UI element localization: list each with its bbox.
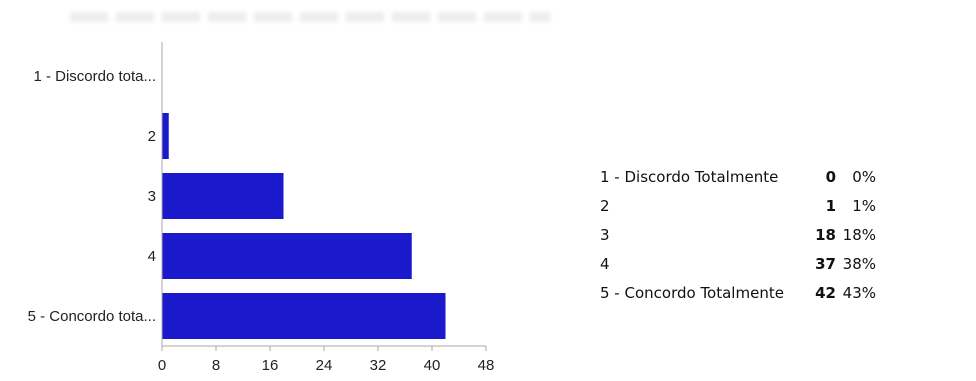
summary-row: 5 - Concordo Totalmente 42 43% xyxy=(600,279,876,308)
summary-label: 1 - Discordo Totalmente xyxy=(600,168,779,186)
summary-percent: 43% xyxy=(842,284,876,302)
summary-label: 4 xyxy=(600,255,610,273)
category-label: 4 xyxy=(148,248,156,265)
x-tick-label: 48 xyxy=(478,357,495,374)
summary-label: 3 xyxy=(600,226,610,244)
summary-percent: 38% xyxy=(842,255,876,273)
category-label: 1 - Discordo tota... xyxy=(33,68,156,85)
summary-row: 1 - Discordo Totalmente 0 0% xyxy=(600,163,876,192)
category-label: 2 xyxy=(148,128,156,145)
bar xyxy=(162,233,412,279)
summary-row: 4 37 38% xyxy=(600,250,876,279)
summary-count: 0 xyxy=(825,168,836,186)
summary-percent: 0% xyxy=(852,168,876,186)
category-labels: 1 - Discordo tota... 2 3 4 5 - Concordo tota… xyxy=(28,68,156,325)
x-tick-label: 24 xyxy=(316,357,333,374)
blurred-title xyxy=(70,12,550,22)
summary-percent: 1% xyxy=(852,197,876,215)
x-tick-label: 8 xyxy=(212,357,220,374)
summary-label: 5 - Concordo Totalmente xyxy=(600,284,784,302)
bars-group xyxy=(162,113,446,339)
summary-row: 2 1 1% xyxy=(600,192,876,221)
bar-chart: 1 - Discordo tota... 2 3 4 5 - Concordo tota… xyxy=(28,42,495,374)
summary-table: 1 - Discordo Totalmente 0 0% 2 1 1% 3 18… xyxy=(600,163,876,308)
summary-count: 42 xyxy=(815,284,836,302)
x-tick-label: 40 xyxy=(424,357,441,374)
summary-row: 3 18 18% xyxy=(600,221,876,250)
x-tick-label: 32 xyxy=(370,357,387,374)
x-tick-label: 0 xyxy=(158,357,166,374)
x-tick-label: 16 xyxy=(262,357,279,374)
summary-count: 18 xyxy=(815,226,836,244)
x-axis-ticks: 0 8 16 24 32 40 48 xyxy=(158,346,495,374)
summary-count: 1 xyxy=(825,197,836,215)
bar xyxy=(162,113,169,159)
bar xyxy=(162,293,446,339)
category-label: 5 - Concordo tota... xyxy=(28,308,156,325)
summary-count: 37 xyxy=(815,255,836,273)
bar xyxy=(162,173,284,219)
summary-percent: 18% xyxy=(842,226,876,244)
summary-label: 2 xyxy=(600,197,610,215)
category-label: 3 xyxy=(148,188,156,205)
